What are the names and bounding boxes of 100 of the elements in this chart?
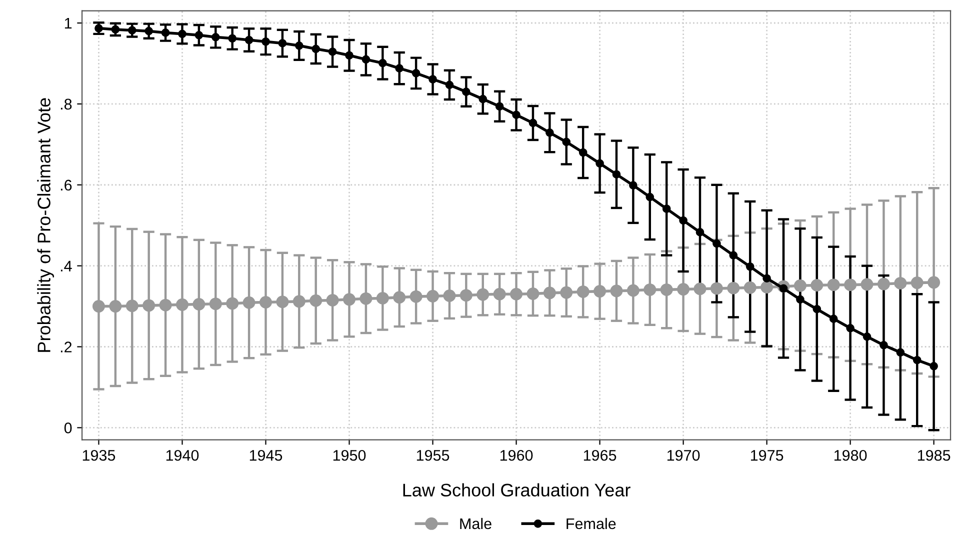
point bbox=[928, 276, 940, 289]
point bbox=[880, 340, 888, 350]
point bbox=[827, 278, 840, 292]
point bbox=[144, 26, 153, 36]
point bbox=[94, 24, 103, 32]
point bbox=[412, 69, 420, 78]
point bbox=[426, 290, 440, 302]
point bbox=[930, 362, 938, 370]
point bbox=[445, 80, 454, 90]
x-tick-label: 1935 bbox=[82, 450, 116, 461]
point bbox=[312, 44, 320, 54]
point bbox=[844, 278, 857, 292]
point bbox=[860, 278, 874, 291]
x-tick-label: 1970 bbox=[667, 450, 700, 461]
point bbox=[176, 298, 188, 311]
y-tick-label: .4 bbox=[60, 260, 72, 272]
point bbox=[294, 41, 304, 50]
point bbox=[612, 170, 621, 179]
point bbox=[376, 292, 389, 304]
point bbox=[393, 291, 406, 304]
point bbox=[528, 118, 538, 128]
point bbox=[109, 300, 122, 313]
point bbox=[594, 285, 606, 298]
x-tick-label: 1985 bbox=[918, 450, 950, 461]
point bbox=[562, 138, 571, 146]
point bbox=[259, 296, 272, 308]
legend-label: Female bbox=[566, 518, 616, 530]
point bbox=[710, 282, 723, 295]
x-tick-label: 1965 bbox=[584, 450, 616, 461]
point bbox=[578, 148, 588, 157]
point bbox=[495, 102, 504, 111]
point bbox=[242, 296, 256, 309]
point bbox=[626, 284, 640, 297]
point bbox=[629, 181, 638, 190]
y-axis-title: Probability of Pro-Claimant Vote bbox=[37, 98, 54, 352]
point bbox=[512, 110, 520, 120]
point bbox=[810, 278, 824, 292]
point bbox=[410, 290, 422, 303]
x-tick-label: 1980 bbox=[834, 450, 867, 461]
point bbox=[476, 288, 490, 301]
point bbox=[209, 298, 222, 310]
point bbox=[178, 30, 186, 38]
point bbox=[276, 296, 289, 308]
point bbox=[662, 204, 671, 213]
point bbox=[326, 294, 339, 306]
point bbox=[560, 286, 573, 299]
x-tick-label: 1975 bbox=[750, 450, 784, 461]
point bbox=[328, 48, 337, 56]
x-tick-label: 1960 bbox=[500, 450, 533, 461]
point bbox=[829, 314, 838, 323]
point bbox=[846, 324, 854, 332]
point bbox=[746, 262, 754, 271]
point bbox=[712, 239, 721, 248]
point bbox=[462, 88, 470, 96]
point bbox=[546, 128, 554, 137]
point bbox=[128, 26, 136, 34]
point bbox=[729, 251, 738, 260]
point bbox=[762, 274, 771, 283]
point bbox=[862, 332, 872, 341]
point bbox=[310, 294, 322, 307]
point bbox=[92, 300, 105, 313]
point bbox=[378, 58, 387, 68]
point bbox=[796, 295, 804, 304]
point bbox=[660, 283, 673, 296]
point bbox=[896, 348, 905, 357]
point bbox=[194, 30, 204, 40]
point bbox=[360, 292, 372, 305]
x-tick-label: 1945 bbox=[250, 450, 282, 461]
point bbox=[159, 298, 172, 312]
point bbox=[760, 281, 774, 294]
legend-label: Male bbox=[460, 518, 492, 530]
y-tick-label: 0 bbox=[64, 422, 72, 434]
point bbox=[226, 297, 239, 310]
point bbox=[894, 276, 907, 290]
point bbox=[244, 36, 254, 44]
x-axis-title: Law School Graduation Year bbox=[403, 483, 630, 496]
point bbox=[345, 51, 354, 60]
point bbox=[126, 300, 138, 312]
point bbox=[526, 287, 540, 300]
point bbox=[142, 299, 156, 312]
point bbox=[877, 278, 890, 290]
point bbox=[744, 281, 756, 294]
point bbox=[576, 285, 590, 298]
x-tick-label: 1950 bbox=[333, 450, 366, 461]
point bbox=[646, 192, 654, 202]
point bbox=[278, 39, 287, 48]
y-tick-label: .6 bbox=[60, 180, 72, 191]
point bbox=[812, 304, 822, 314]
point bbox=[292, 295, 306, 308]
point bbox=[395, 64, 404, 72]
point bbox=[228, 34, 237, 43]
point bbox=[161, 28, 170, 37]
point bbox=[510, 288, 523, 300]
point bbox=[211, 33, 220, 42]
x-tick-label: 1955 bbox=[416, 450, 450, 461]
point bbox=[679, 216, 688, 225]
y-tick-label: .2 bbox=[60, 342, 72, 352]
y-tick-label: 1 bbox=[64, 18, 72, 29]
point bbox=[910, 276, 924, 290]
point bbox=[262, 37, 270, 46]
